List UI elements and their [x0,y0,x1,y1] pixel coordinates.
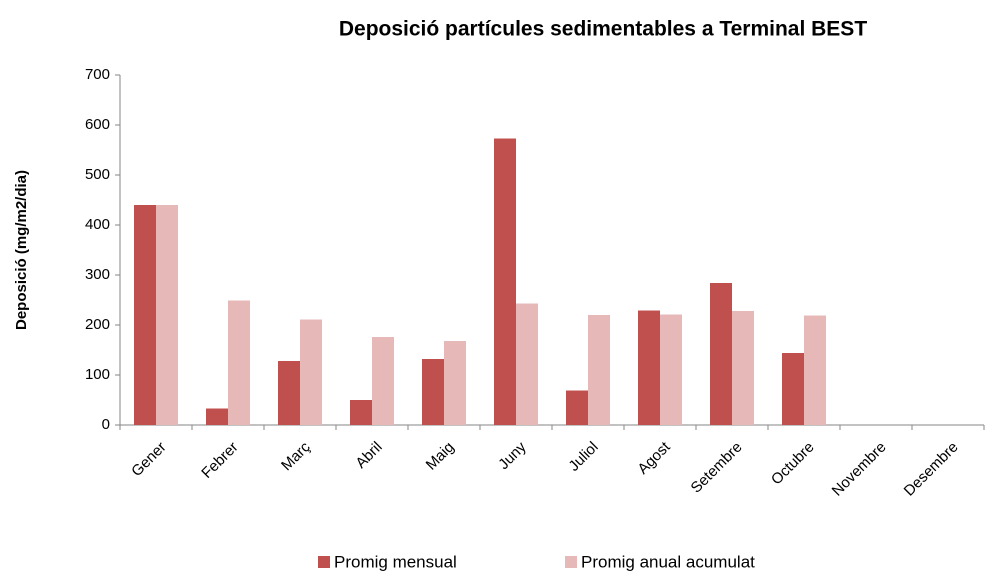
bar [156,205,178,425]
legend-label: Promig mensual [334,552,457,571]
x-tick-label: Juny [495,438,530,473]
bar [278,361,300,425]
x-tick-label: Gener [128,439,170,481]
y-tick-label: 700 [85,66,110,83]
bar [710,283,732,425]
bar [206,408,228,425]
bar [134,205,156,425]
bar [732,311,754,425]
x-tick-label: Novembre [829,439,890,500]
bar [372,337,394,425]
y-axis-label: Deposició (mg/m2/dia) [13,170,30,330]
chart-title: Deposició partícules sedimentables a Ter… [339,18,867,41]
y-tick-label: 0 [102,416,110,433]
x-tick-label: Octubre [768,439,818,489]
x-tick-label: Març [278,438,314,474]
bar [566,390,588,425]
bar [228,300,250,425]
x-tick-label: Abril [352,439,385,472]
bar [516,303,538,425]
legend-label: Promig anual acumulat [581,552,755,571]
y-tick-label: 200 [85,316,110,333]
bar [660,314,682,425]
legend-swatch [318,556,330,568]
bar [782,353,804,425]
y-tick-label: 400 [85,216,110,233]
bar [422,359,444,425]
bar [638,310,660,425]
x-tick-label: Juliol [565,439,601,475]
x-tick-label: Setembre [688,439,746,497]
x-tick-label: Desembre [901,439,962,500]
legend-swatch [565,556,577,568]
y-tick-label: 300 [85,266,110,283]
bar [350,400,372,425]
bar [300,319,322,425]
y-tick-label: 100 [85,366,110,383]
y-tick-label: 500 [85,166,110,183]
x-tick-label: Agost [634,438,674,478]
x-tick-label: Febrer [198,439,241,482]
bar [444,341,466,425]
bar [588,315,610,425]
bar [494,138,516,425]
x-tick-label: Maig [423,439,458,474]
y-tick-label: 600 [85,116,110,133]
bar [804,315,826,425]
